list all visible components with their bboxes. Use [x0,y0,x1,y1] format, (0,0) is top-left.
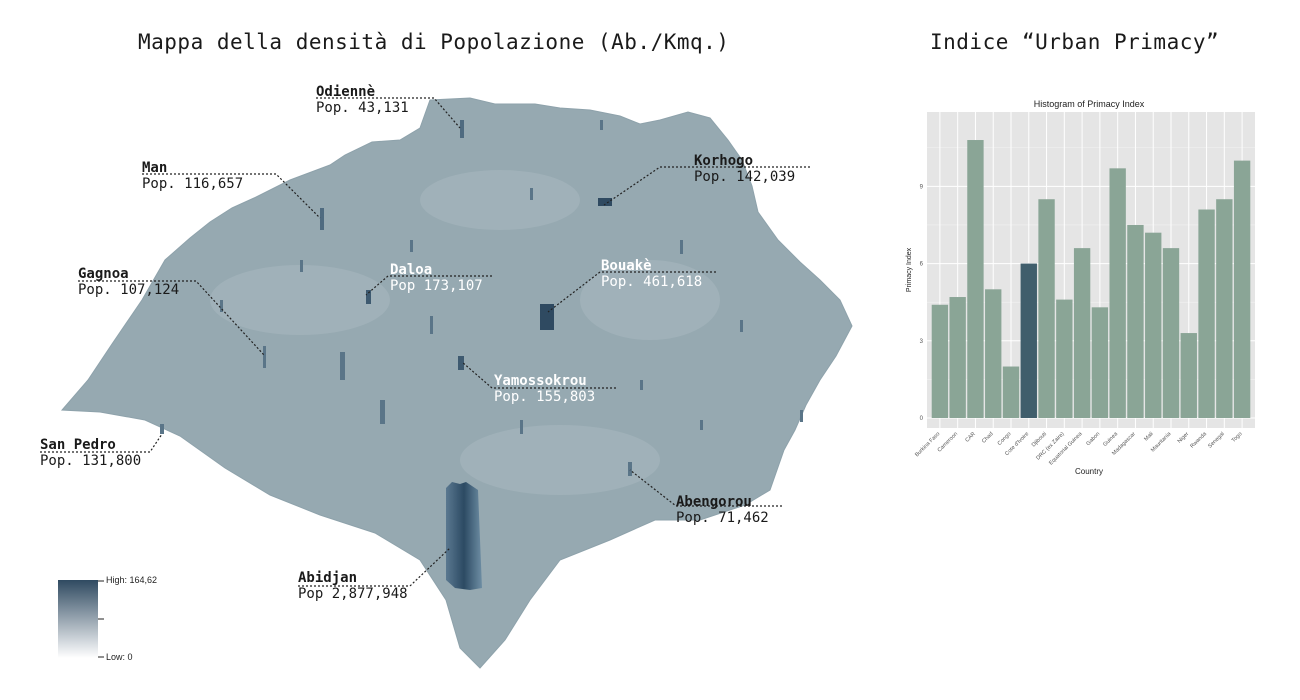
city-population: Pop. 155,803 [494,389,596,405]
bar-senegal [1216,199,1233,418]
bar-madagascar [1127,224,1144,418]
city-label-yamoussokrou: Yamossokrou Pop. 155,803 [494,373,595,405]
bar-niger [1180,333,1197,418]
x-tick-label: Mali [1143,431,1154,442]
bar-drc-ex-zaire- [1056,299,1073,418]
city-label-odienne: Odiennè Pop. 43,131 [316,84,409,116]
x-tick-label: Rwanda [1189,431,1208,450]
city-name: Daloa [390,262,433,278]
x-tick-label: CAR [964,431,976,443]
x-tick-label: Niger [1177,431,1191,445]
bar-mauritania [1162,248,1180,418]
city-label-bouake: Bouakè Pop. 461,618 [601,258,702,290]
x-tick-label: Burkina Faso [914,431,941,458]
y-tick-label: 6 [920,262,924,268]
city-population: Pop. 116,657 [142,176,244,192]
x-tick-label: Congo [997,431,1013,447]
y-tick-label: 9 [920,184,924,190]
legend-ticks [98,580,104,658]
legend-low-label: Low: 0 [106,652,133,662]
abidjan-spike [446,482,482,590]
x-tick-label: Togo [1231,431,1244,444]
city-label-san-pedro: San Pedro Pop. 131,800 [40,437,141,469]
city-population: Pop. 107,124 [78,282,180,298]
chart-title: Histogram of Primacy Index [1034,99,1145,109]
y-axis-label: Primacy Index [906,247,913,292]
city-name: Odiennè [316,84,376,100]
city-population: Pop 173,107 [390,278,483,294]
city-name: Abengorou [676,494,752,510]
y-tick-label: 0 [920,416,924,422]
city-name: Man [142,160,168,176]
bar-guinea [1109,168,1126,418]
bar-gabon [1091,307,1109,418]
bar-congo [1002,366,1020,418]
bar-chad [985,289,1002,418]
city-label-abengorou: Abengorou Pop. 71,462 [676,494,769,526]
city-name: Abidjan [298,570,358,586]
city-population: Pop. 43,131 [316,100,409,116]
country-shape [60,97,853,669]
x-tick-label: Chad [981,431,995,445]
bar-equatorial-guinea [1073,248,1091,418]
x-tick-label: Senegal [1207,431,1226,450]
map-title: Mappa della densità di Popolazione (Ab./… [138,30,730,54]
density-spikes [160,120,803,476]
city-population: Pop. 71,462 [676,510,769,526]
city-population: Pop. 142,039 [694,169,796,185]
y-tick-label: 3 [920,339,924,345]
x-tick-label: Mauritania [1150,431,1173,454]
city-label-abidjan: Abidjan Pop 2,877,948 [298,570,408,602]
city-population: Pop. 461,618 [601,274,703,290]
x-tick-label: Equatorial Guinea [1048,431,1084,467]
terrain-texture [210,170,720,495]
city-label-korhogo: Korhogo Pop. 142,039 [694,153,795,185]
legend-gradient [58,580,98,658]
bar-cameroon [949,297,966,418]
primacy-histogram: Histogram of Primacy Index 0 3 6 9 Burkina … [906,99,1255,476]
x-axis-label: Country [1075,467,1103,476]
city-name: San Pedro [40,437,116,453]
bar-cote-d-ivoire [1020,263,1037,418]
chart-heading: Indice “Urban Primacy” [930,30,1220,54]
city-name: Yamossokrou [494,373,587,389]
legend-high-label: High: 164,62 [106,575,158,585]
x-tick-label: Gabon [1085,431,1101,447]
bars [931,140,1251,418]
city-label-gagnoa: Gagnoa Pop. 107,124 [78,266,179,298]
city-population: Pop 2,877,948 [298,586,408,602]
bar-burkina-faso [931,304,949,418]
bar-togo [1233,160,1251,418]
city-name: Korhogo [694,153,754,169]
city-name: Gagnoa [78,266,129,282]
city-label-man: Man Pop. 116,657 [142,160,243,192]
city-name: Bouakè [601,258,652,274]
bar-car [967,140,984,418]
city-population: Pop. 131,800 [40,453,142,469]
leader-lines [40,97,810,587]
density-map [40,97,853,669]
y-ticks: 0 3 6 9 [920,184,924,422]
city-label-daloa: Daloa Pop 173,107 [390,262,483,294]
bar-djibouti [1038,199,1055,418]
bar-mali [1145,232,1162,418]
bar-rwanda [1198,209,1215,418]
x-tick-label: Djibouti [1031,431,1048,448]
